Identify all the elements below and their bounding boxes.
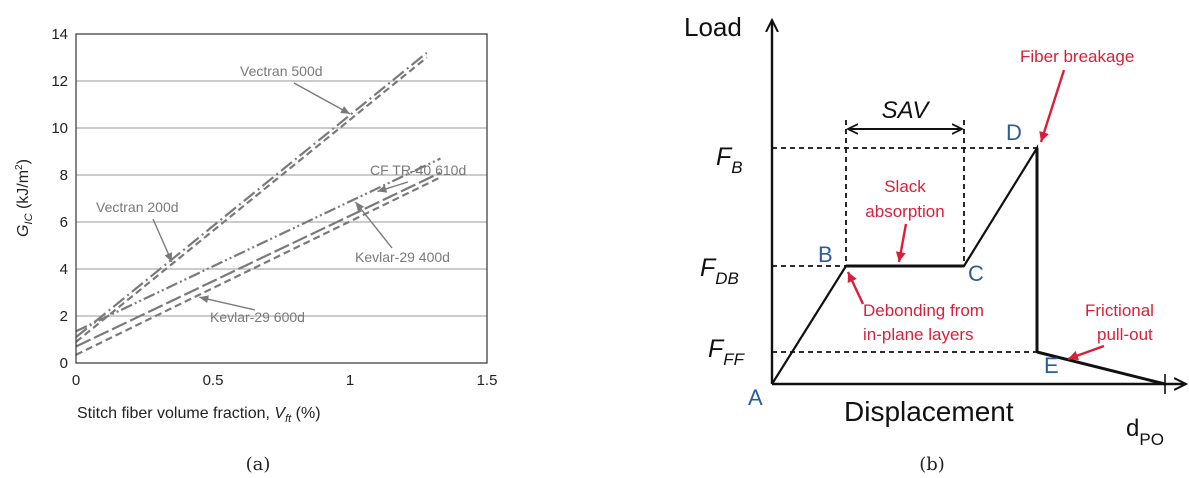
annotation-label: CF TR-40 610d <box>370 162 466 178</box>
debond-label-1: Debonding from <box>863 301 984 320</box>
x-tick-label: 1.5 <box>477 372 498 389</box>
slack-label-2: absorption <box>865 202 944 221</box>
y-tick-label: 12 <box>51 73 68 90</box>
point-b-label: B <box>818 242 833 267</box>
e-pullout <box>1036 350 1166 386</box>
debond-arrow <box>846 271 865 305</box>
series-line-kevlar-29-600d <box>75 176 441 356</box>
load-axis-label: Load <box>684 12 742 42</box>
series-line-kevlar-29-400d <box>75 171 441 348</box>
y-tick-label: 0 <box>60 355 68 372</box>
x-tick-label: 0.5 <box>203 372 224 389</box>
fiber-breakage-arrow <box>1039 69 1066 143</box>
dpo-label: dPO <box>1126 415 1164 449</box>
series-line-cf-tr-40-610d <box>75 157 441 333</box>
ab-thin <box>771 265 847 385</box>
debond-label-2: in-plane layers <box>863 325 974 344</box>
fiber-breakage-label: Fiber breakage <box>1020 47 1134 66</box>
chart-a: Vectran 500d CF TR-40 610d Vectran 200d Kev… <box>14 26 497 475</box>
y-tick-label: 10 <box>51 120 68 137</box>
point-c-label: C <box>968 261 984 286</box>
fff-label: FFF <box>708 335 746 369</box>
cd-thin <box>963 147 1038 267</box>
y-tick-label: 2 <box>60 308 68 325</box>
x-tick-label: 0 <box>72 372 80 389</box>
plot-frame <box>75 33 488 364</box>
caption-b: (b) <box>919 454 945 475</box>
annotation-group: Vectran 500d CF TR-40 610d Vectran 200d Kev… <box>96 63 466 325</box>
annotation-arrow <box>293 82 351 115</box>
frictional-arrow <box>1067 344 1105 361</box>
fdb-label: FDB <box>700 254 739 288</box>
slack-label-1: Slack <box>884 177 926 196</box>
series-line-vectran-500d <box>75 51 428 339</box>
x-axis-label: Stitch fiber volume fraction, Vft (%) <box>77 405 321 425</box>
annotation-arrow <box>199 295 256 311</box>
series-line-vectran-200d <box>75 56 428 343</box>
gridlines <box>76 80 487 317</box>
fb-label: FB <box>716 143 743 177</box>
annotation-label: Kevlar-29 600d <box>210 309 305 325</box>
y-tick-label: 14 <box>51 26 68 43</box>
x-tick-label: 1 <box>346 372 354 389</box>
y-tick-label: 6 <box>60 214 68 231</box>
annotation-label: Vectran 500d <box>240 63 323 79</box>
slack-arrow <box>895 223 908 263</box>
y-tick-label: 8 <box>60 167 68 184</box>
caption-a: (a) <box>246 454 271 475</box>
frictional-label-1: Frictional <box>1085 301 1154 320</box>
annotation-arrow <box>152 218 173 263</box>
annotation-arrow <box>354 201 393 249</box>
annotation-label: Vectran 200d <box>96 199 179 215</box>
annotation-label: Kevlar-29 400d <box>355 249 450 265</box>
diagram-b: Load Displacement dPO FB FDB FFF SAV A B… <box>684 12 1186 475</box>
annotation-arrow <box>377 181 409 193</box>
tick-labels: 0 2 4 6 8 10 12 14 0 0.5 1 1.5 <box>51 26 497 389</box>
frictional-label-2: pull-out <box>1097 325 1153 344</box>
displacement-axis-label: Displacement <box>844 396 1014 427</box>
point-d-label: D <box>1006 120 1022 145</box>
sav-label: SAV <box>882 97 931 124</box>
point-a-label: A <box>748 385 763 410</box>
point-e-label: E <box>1044 353 1059 378</box>
y-tick-label: 4 <box>60 261 68 278</box>
y-axis-label: GIC (kJ/m2) <box>14 159 35 237</box>
